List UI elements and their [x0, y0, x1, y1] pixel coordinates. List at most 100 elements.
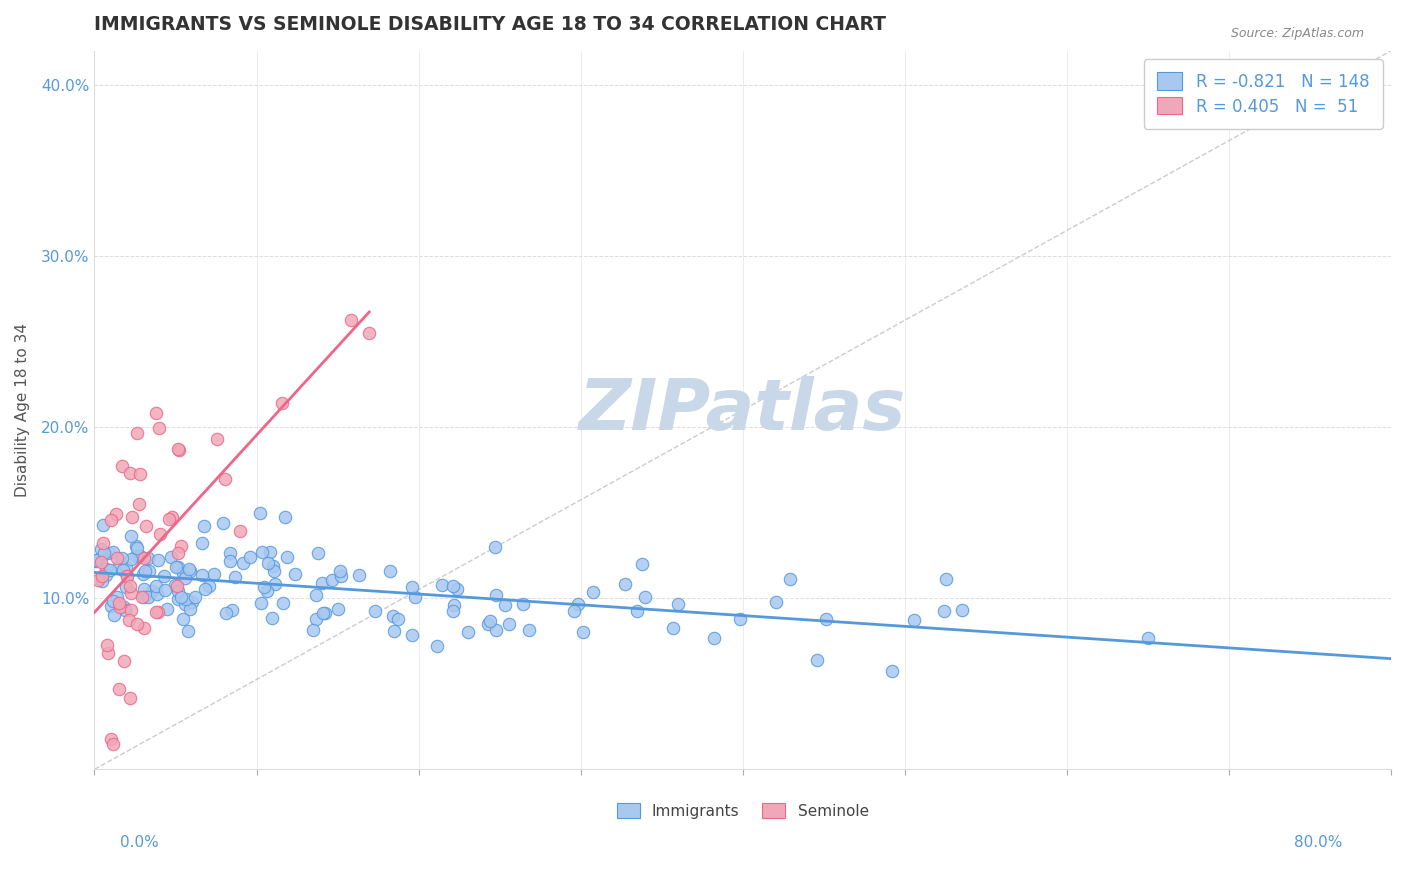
- Immigrants: [572, 625, 595, 640]
- Immigrants: [94, 568, 117, 582]
- Immigrants: [91, 574, 114, 589]
- Immigrants: [129, 549, 152, 563]
- Seminole: [167, 442, 190, 457]
- Immigrants: [167, 591, 190, 606]
- Seminole: [120, 579, 142, 593]
- Seminole: [105, 507, 128, 521]
- Immigrants: [262, 611, 284, 625]
- Immigrants: [215, 606, 238, 620]
- Immigrants: [249, 596, 271, 610]
- Immigrants: [443, 598, 465, 612]
- Immigrants: [262, 558, 284, 573]
- Immigrants: [441, 603, 464, 617]
- Immigrants: [330, 569, 353, 583]
- Immigrants: [441, 579, 464, 593]
- Immigrants: [103, 608, 125, 623]
- Immigrants: [179, 562, 201, 576]
- Immigrants: [166, 583, 188, 598]
- Seminole: [359, 326, 381, 341]
- Legend: Immigrants, Seminole: Immigrants, Seminole: [609, 795, 876, 826]
- Immigrants: [253, 580, 276, 594]
- Immigrants: [125, 539, 148, 553]
- Seminole: [105, 551, 128, 566]
- Immigrants: [176, 624, 198, 639]
- Seminole: [149, 526, 172, 541]
- Immigrants: [626, 605, 648, 619]
- Immigrants: [103, 594, 125, 608]
- Immigrants: [401, 580, 423, 594]
- Immigrants: [582, 585, 605, 599]
- Immigrants: [146, 587, 169, 601]
- Seminole: [135, 519, 157, 533]
- Immigrants: [932, 604, 955, 618]
- Immigrants: [779, 572, 801, 586]
- Immigrants: [479, 614, 502, 628]
- Immigrants: [115, 560, 138, 574]
- Immigrants: [662, 621, 685, 635]
- Immigrants: [404, 590, 426, 604]
- Immigrants: [284, 567, 307, 582]
- Seminole: [120, 586, 142, 600]
- Immigrants: [174, 597, 197, 611]
- Immigrants: [193, 519, 215, 533]
- Immigrants: [134, 591, 156, 605]
- Immigrants: [485, 588, 508, 602]
- Immigrants: [174, 592, 197, 607]
- Immigrants: [172, 566, 194, 580]
- Immigrants: [666, 597, 689, 611]
- Immigrants: [114, 603, 136, 617]
- Immigrants: [125, 549, 148, 564]
- Seminole: [96, 638, 118, 652]
- Immigrants: [179, 602, 201, 616]
- Immigrants: [328, 602, 350, 616]
- Seminole: [205, 433, 228, 447]
- Immigrants: [728, 612, 751, 626]
- Immigrants: [84, 553, 107, 567]
- Text: 80.0%: 80.0%: [1295, 836, 1343, 850]
- Seminole: [120, 466, 142, 480]
- Immigrants: [197, 579, 219, 593]
- Immigrants: [90, 541, 112, 556]
- Immigrants: [98, 546, 121, 560]
- Immigrants: [181, 595, 204, 609]
- Seminole: [170, 540, 193, 554]
- Immigrants: [160, 549, 183, 564]
- Seminole: [132, 550, 155, 565]
- Seminole: [166, 579, 188, 593]
- Seminole: [100, 513, 122, 527]
- Immigrants: [108, 558, 131, 573]
- Seminole: [108, 682, 131, 697]
- Seminole: [167, 443, 190, 458]
- Immigrants: [307, 546, 329, 560]
- Immigrants: [105, 590, 128, 604]
- Immigrants: [112, 599, 135, 614]
- Immigrants: [312, 607, 335, 621]
- Immigrants: [512, 597, 534, 611]
- Seminole: [166, 545, 188, 559]
- Immigrants: [634, 590, 657, 604]
- Immigrants: [311, 575, 333, 590]
- Immigrants: [950, 603, 973, 617]
- Immigrants: [387, 612, 409, 626]
- Text: Source: ZipAtlas.com: Source: ZipAtlas.com: [1230, 27, 1364, 40]
- Immigrants: [132, 582, 155, 596]
- Immigrants: [84, 553, 107, 567]
- Immigrants: [250, 545, 273, 559]
- Immigrants: [163, 578, 186, 592]
- Seminole: [117, 568, 139, 582]
- Immigrants: [631, 558, 654, 572]
- Immigrants: [101, 545, 124, 559]
- Immigrants: [305, 612, 328, 626]
- Immigrants: [174, 571, 197, 585]
- Immigrants: [264, 577, 287, 591]
- Immigrants: [485, 623, 508, 637]
- Immigrants: [132, 566, 155, 581]
- Immigrants: [219, 554, 242, 568]
- Immigrants: [120, 528, 142, 542]
- Seminole: [157, 512, 180, 526]
- Immigrants: [191, 568, 214, 582]
- Immigrants: [477, 616, 499, 631]
- Immigrants: [141, 584, 163, 599]
- Seminole: [87, 573, 110, 587]
- Seminole: [339, 312, 361, 326]
